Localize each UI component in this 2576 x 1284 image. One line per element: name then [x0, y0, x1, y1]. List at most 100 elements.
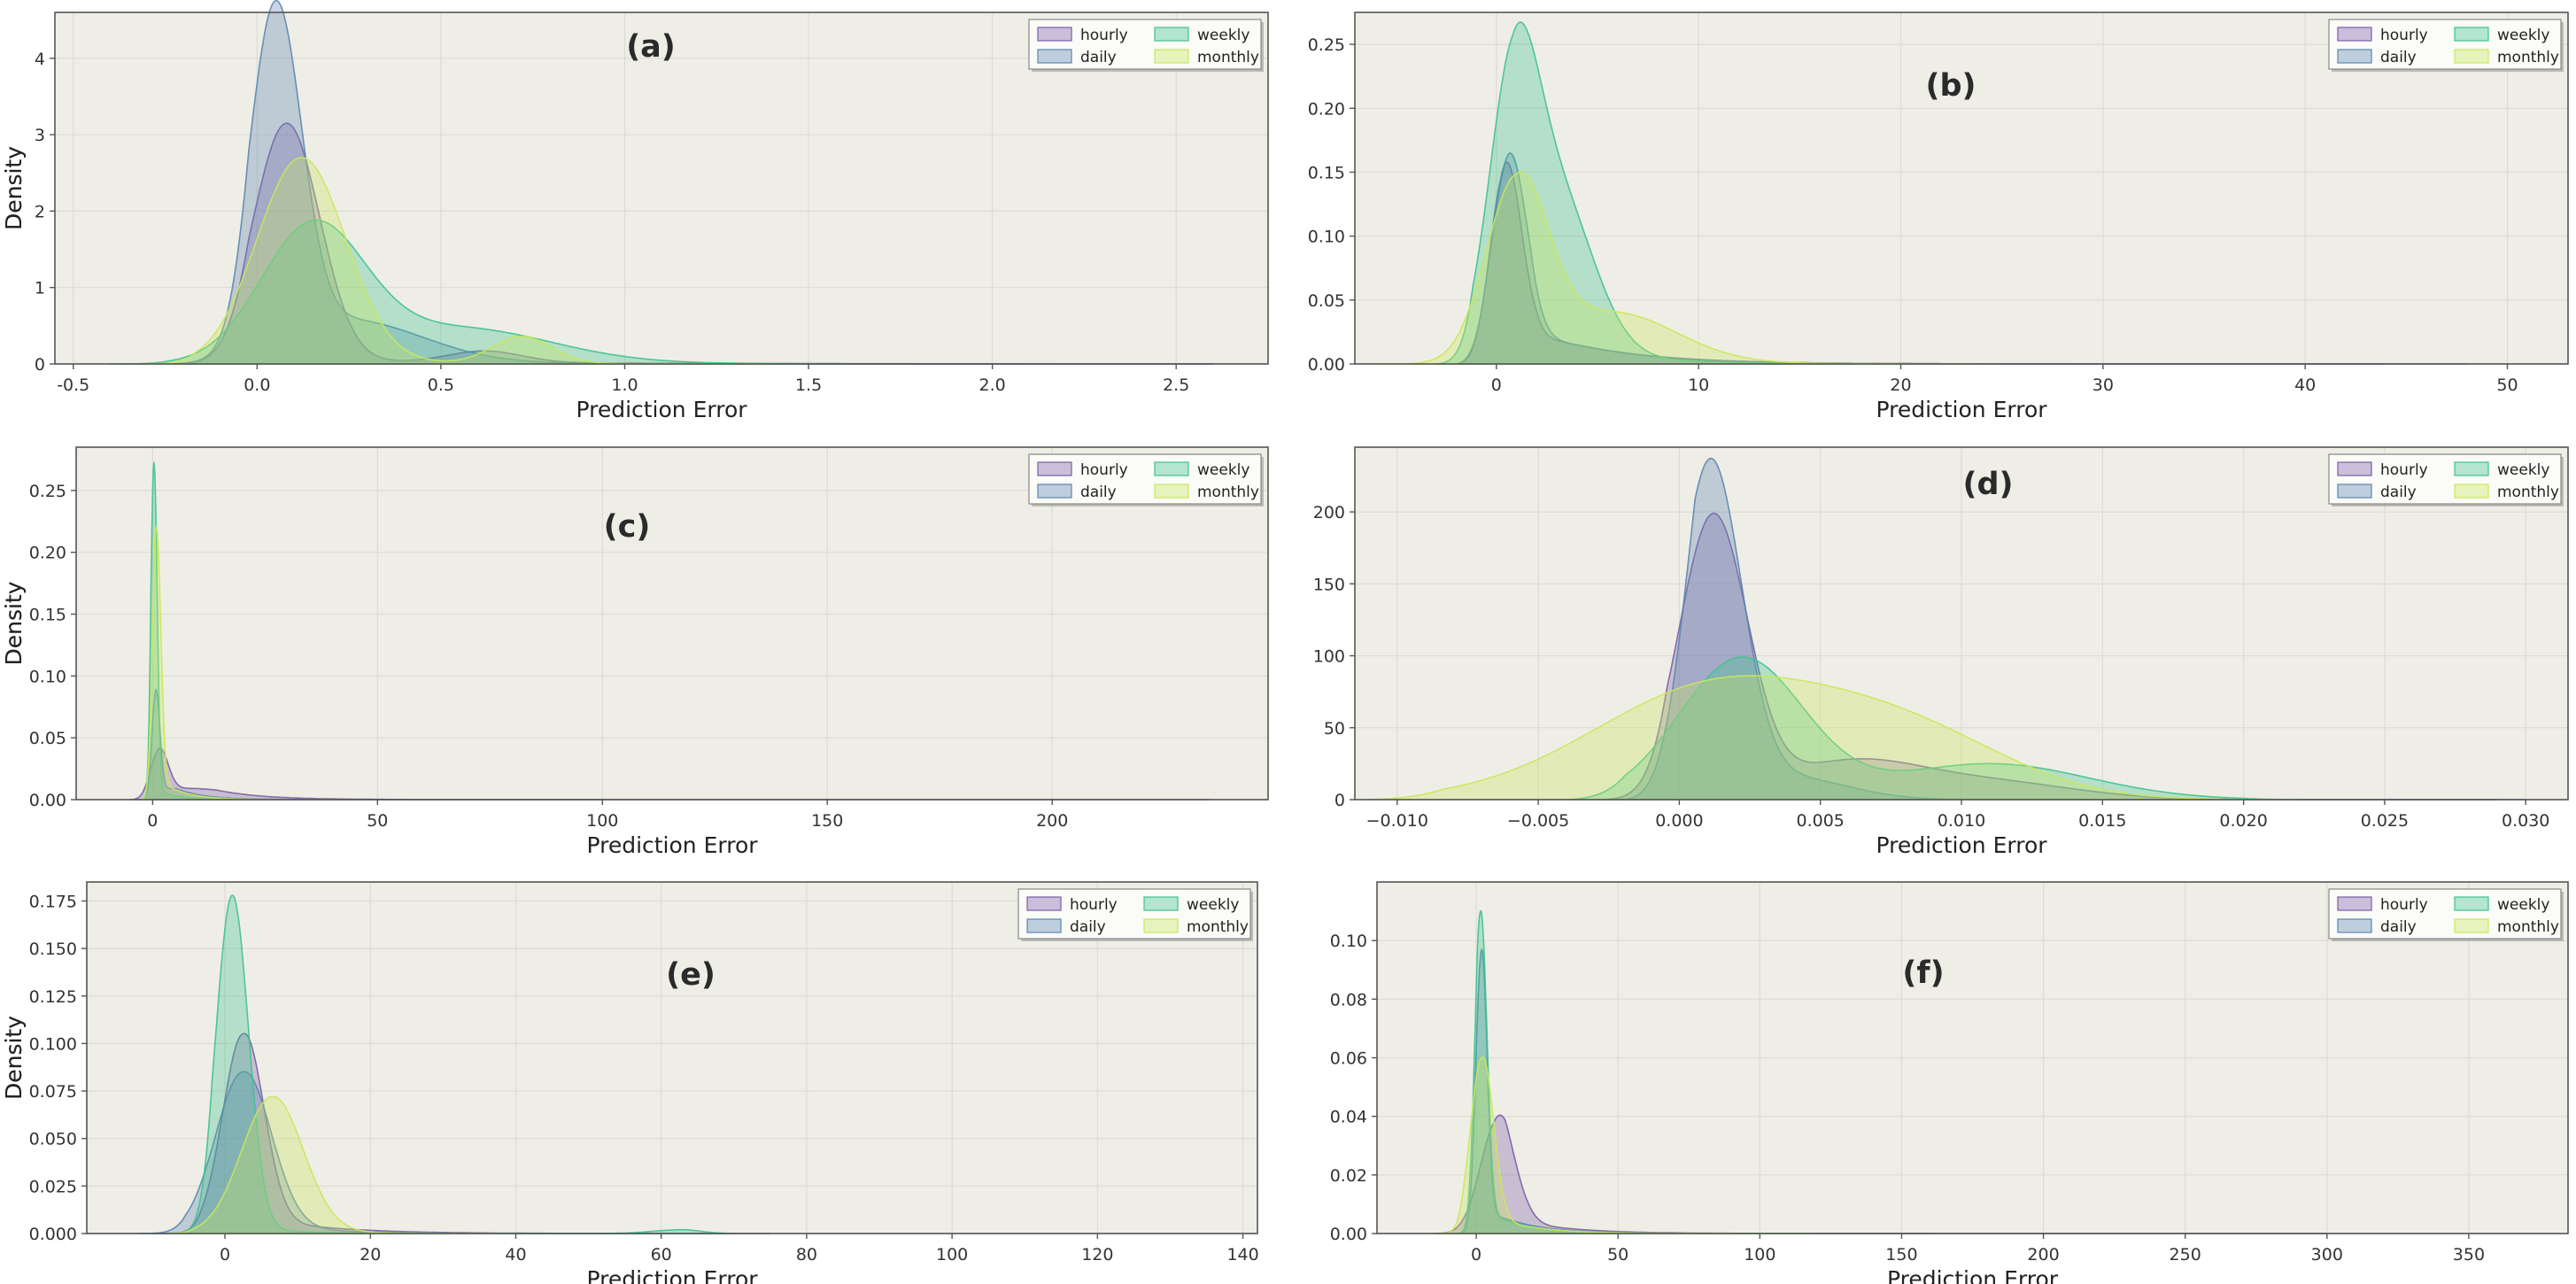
density-monthly [1368, 675, 2301, 801]
legend-label-monthly: monthly [1187, 918, 1249, 936]
x-tick-label: 0.025 [2361, 811, 2409, 831]
panel-c: 0 50 100 150 200 0.00 0.05 0.10 0.15 0.20 0.25 Pred… [1, 446, 1269, 858]
y-tick-label: 0.175 [29, 892, 77, 911]
legend-label-weekly: weekly [2497, 461, 2549, 479]
y-tick-label: 0.125 [29, 987, 77, 1007]
x-tick-label: 200 [2027, 1245, 2059, 1265]
y-tick-label: 0.15 [29, 606, 66, 625]
x-tick-label: 350 [2453, 1245, 2485, 1265]
y-tick-label: 0 [35, 355, 45, 375]
panel-a: -0.5 0.0 0.5 1.0 1.5 2.0 2.5 0 1 2 3 4 Prediction Er… [1, 0, 1269, 422]
x-axis-label: Prediction Error [1887, 1266, 2059, 1284]
y-axis-label: Density [1, 581, 27, 665]
legend-swatch-weekly [2454, 461, 2489, 476]
legend-swatch-daily [1026, 918, 1062, 933]
legend-swatch-daily [2337, 918, 2372, 933]
legend-swatch-hourly [2337, 896, 2372, 911]
legend-label-hourly: hourly [2380, 27, 2428, 44]
legend: hourly daily weekly monthly [1028, 19, 1264, 72]
legend: hourly daily weekly monthly [1028, 453, 1264, 507]
y-axis-label: Density [1, 1016, 27, 1100]
legend-label-hourly: hourly [2380, 461, 2428, 479]
y-tick-label: 0.04 [1330, 1108, 1367, 1127]
x-tick-label: 40 [505, 1245, 526, 1265]
axes-frame [1354, 12, 2569, 365]
legend-label-weekly: weekly [2497, 27, 2549, 44]
x-tick-label: 0.0 [244, 375, 270, 395]
y-tick-label: 0.05 [1308, 291, 1345, 311]
axes-frame [54, 12, 1269, 365]
y-tick-label: 0.15 [1308, 163, 1345, 182]
x-tick-label: 0 [1471, 1245, 1481, 1265]
y-tick-label: 0.100 [29, 1034, 77, 1054]
legend-swatch-weekly [2454, 896, 2489, 911]
legend-swatch-daily [2337, 483, 2372, 499]
legend: hourly daily weekly monthly [2328, 888, 2564, 941]
y-tick-label: 0.00 [1330, 1225, 1367, 1244]
y-axis-label: Density [1, 146, 27, 230]
legend-label-weekly: weekly [2497, 896, 2549, 914]
y-tick-label: 4 [35, 50, 45, 69]
x-tick-label: 0 [147, 811, 158, 831]
legend: hourly daily weekly monthly [2328, 453, 2564, 507]
y-tick-label: 150 [1313, 575, 1345, 594]
x-tick-label: 20 [360, 1245, 381, 1265]
y-tick-label: 0.25 [29, 482, 66, 501]
x-tick-label: 0.010 [1938, 811, 1985, 831]
legend-swatch-monthly [1154, 483, 1189, 499]
x-axis-label: Prediction Error [1876, 397, 2047, 422]
legend-swatch-daily [1037, 483, 1072, 499]
y-tick-label: 0 [1334, 791, 1345, 810]
panel-f: 0 50 100 150 200 250 300 3500.000.020.040.060.0… [1, 881, 2569, 1284]
legend-label-monthly: monthly [2497, 49, 2559, 66]
legend-swatch-hourly [1026, 896, 1062, 911]
x-axis-label: Prediction Error [586, 1266, 758, 1284]
legend-label-daily: daily [2380, 918, 2417, 936]
legend-label-daily: daily [2380, 49, 2417, 66]
legend-label-monthly: monthly [2497, 918, 2559, 936]
y-tick-label: 0.10 [1330, 932, 1367, 951]
y-tick-label: 0.06 [1330, 1049, 1367, 1069]
legend-swatch-monthly [1154, 49, 1189, 64]
y-tick-label: 0.00 [29, 791, 66, 810]
legend-swatch-hourly [1037, 461, 1072, 476]
legend-label-hourly: hourly [1080, 461, 1128, 479]
x-tick-label: 100 [936, 1245, 968, 1265]
y-tick-label: 0.10 [1308, 228, 1345, 247]
legend-swatch-daily [1037, 49, 1072, 64]
y-tick-label: 0.02 [1330, 1166, 1367, 1186]
legend-label-monthly: monthly [1197, 49, 1259, 66]
density-weekly [1566, 656, 2301, 801]
x-tick-label: 250 [2170, 1245, 2201, 1265]
density-weekly [110, 219, 846, 365]
x-tick-label: 0.5 [428, 375, 454, 395]
y-tick-label: 0.150 [29, 940, 77, 959]
x-tick-label: 0 [220, 1245, 230, 1265]
y-tick-label: 0.10 [29, 667, 66, 686]
x-tick-label: 100 [586, 811, 618, 831]
y-tick-label: 3 [35, 126, 45, 145]
y-tick-label: 0.00 [1308, 355, 1345, 375]
x-tick-label: 120 [1081, 1245, 1113, 1265]
axes-frame [75, 446, 1269, 801]
x-tick-label: 200 [1036, 811, 1068, 831]
panel-b: 0 10 20 30 40 500.000.050.100.150.200.25Predi… [1, 12, 2569, 422]
x-tick-label: 2.0 [979, 375, 1006, 395]
x-axis-label: Prediction Error [586, 832, 758, 858]
legend-swatch-hourly [1037, 27, 1072, 42]
x-axis-label: Prediction Error [576, 397, 747, 422]
legend: hourly daily weekly monthly [2328, 19, 2564, 72]
x-tick-label: 1.0 [611, 375, 638, 395]
x-tick-label: 2.5 [1163, 375, 1189, 395]
legend-swatch-weekly [1143, 896, 1179, 911]
x-tick-label: 40 [2294, 375, 2316, 395]
legend-swatch-monthly [2454, 483, 2489, 499]
x-tick-label: -0.5 [57, 375, 89, 395]
x-tick-label: 20 [1890, 375, 1911, 395]
y-tick-label: 0.20 [1308, 99, 1345, 119]
legend-label-weekly: weekly [1197, 461, 1249, 479]
legend-swatch-daily [2337, 49, 2372, 64]
legend-label-daily: daily [1070, 918, 1106, 936]
legend-box [2328, 888, 2562, 940]
